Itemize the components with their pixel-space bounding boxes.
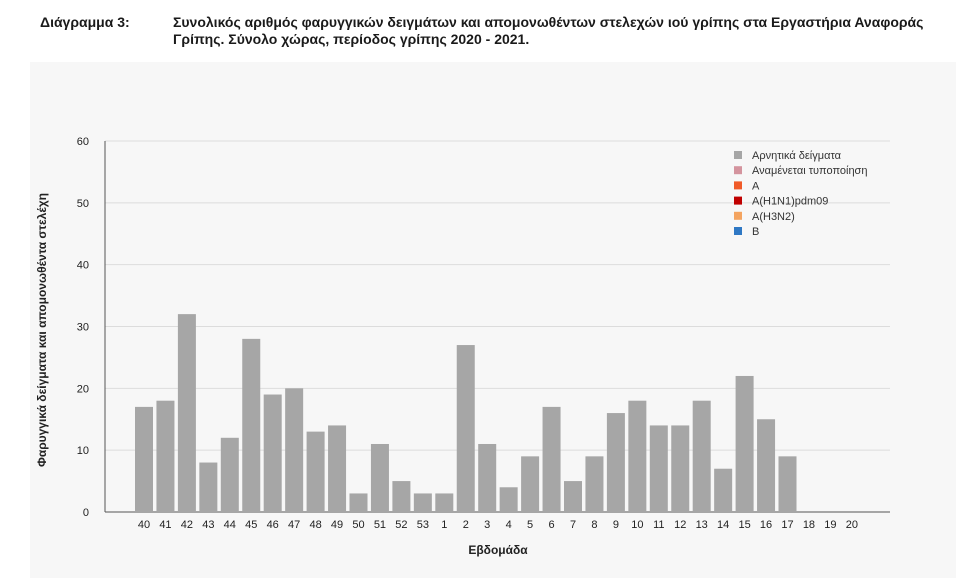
- y-tick-label: 60: [77, 136, 89, 148]
- bar: [606, 413, 625, 512]
- x-axis-ticks: 40 41 42 43 44 45 46 47 48 49 50 51 52 53 1 2 3 4 5 6 7 8 9 10 1…: [138, 519, 858, 531]
- x-tick-label: 8: [591, 519, 597, 531]
- bar: [628, 400, 647, 512]
- x-tick-label: 20: [846, 519, 858, 531]
- bar: [692, 400, 711, 512]
- x-tick-label: 6: [548, 519, 554, 531]
- bar: [542, 406, 561, 512]
- x-tick-label: 43: [202, 519, 214, 531]
- bar: [220, 437, 239, 512]
- bar: [478, 443, 497, 512]
- bar: [177, 314, 196, 512]
- x-tick-label: 17: [781, 519, 793, 531]
- caption-title: Συνολικός αριθμός φαρυγγικών δειγμάτων κ…: [173, 14, 924, 47]
- x-tick-label: 19: [824, 519, 836, 531]
- legend-swatch: [734, 196, 742, 205]
- x-tick-label: 49: [331, 519, 343, 531]
- x-tick-label: 53: [417, 519, 429, 531]
- bar: [585, 456, 604, 512]
- x-tick-label: 4: [506, 519, 512, 531]
- bar: [156, 400, 175, 512]
- x-tick-label: 16: [760, 519, 772, 531]
- legend-label: A(H1N1)pdm09: [752, 196, 828, 208]
- legend-swatch: [734, 151, 742, 159]
- x-tick-label: 10: [631, 519, 643, 531]
- bar: [285, 388, 304, 512]
- x-tick-label: 11: [653, 519, 664, 531]
- x-tick-label: 48: [309, 519, 321, 531]
- bar: [135, 406, 153, 512]
- x-tick-label: 14: [717, 519, 729, 531]
- x-tick-label: 47: [288, 519, 300, 531]
- x-tick-label: 3: [484, 519, 490, 531]
- bar: [714, 468, 733, 512]
- x-tick-label: 50: [352, 519, 364, 531]
- legend-label: B: [752, 226, 759, 238]
- legend-swatch: [734, 227, 742, 235]
- bar: [671, 425, 690, 512]
- bar: [757, 419, 776, 512]
- bar: [328, 425, 347, 512]
- x-tick-label: 2: [463, 519, 469, 531]
- y-tick-label: 0: [83, 507, 89, 519]
- bar: [435, 493, 454, 512]
- bar: [392, 481, 411, 512]
- x-axis-title: Εβδομάδα: [468, 543, 528, 557]
- x-tick-label: 15: [738, 519, 750, 531]
- bar: [306, 431, 325, 512]
- y-tick-label: 40: [77, 260, 89, 272]
- x-tick-label: 42: [181, 519, 193, 531]
- x-tick-label: 12: [674, 519, 686, 531]
- x-tick-label: 45: [245, 519, 257, 531]
- legend-label: Αρνητικά δείγματα: [752, 150, 842, 162]
- y-tick-label: 20: [77, 383, 89, 395]
- legend-swatch: [734, 181, 742, 190]
- bar: [349, 493, 368, 512]
- legend-label: A(H3N2): [752, 211, 795, 223]
- caption-label: Διάγραμμα 3:: [40, 14, 130, 30]
- x-tick-label: 46: [267, 519, 279, 531]
- bar: [778, 456, 797, 512]
- bar: [649, 425, 668, 512]
- x-tick-label: 51: [374, 519, 386, 531]
- x-tick-label: 1: [441, 519, 447, 531]
- legend-swatch: [734, 166, 742, 175]
- bars: [135, 314, 797, 512]
- x-tick-label: 41: [159, 519, 171, 531]
- legend-label: Αναμένεται τυποποίηση: [752, 165, 867, 177]
- x-tick-label: 7: [570, 519, 576, 531]
- y-tick-label: 50: [77, 198, 89, 210]
- bar: [499, 487, 518, 512]
- bar: [521, 456, 540, 512]
- y-axis-title: Φαρυγγικά δείγματα και απομονωθέντα στελ…: [35, 193, 49, 467]
- legend-label: A: [752, 180, 760, 192]
- x-tick-label: 13: [696, 519, 708, 531]
- x-tick-label: 40: [138, 519, 150, 531]
- y-tick-label: 30: [77, 322, 89, 334]
- bar: [456, 345, 475, 512]
- bar: [413, 493, 432, 512]
- bar: [242, 338, 261, 512]
- bar: [263, 394, 282, 512]
- x-tick-label: 52: [395, 519, 407, 531]
- x-tick-label: 44: [224, 519, 236, 531]
- bar: [199, 462, 218, 512]
- bar: [370, 443, 389, 512]
- legend-swatch: [734, 211, 742, 220]
- bar: [735, 375, 754, 512]
- y-axis-ticks: 0 10 20 30 40 50 60: [77, 136, 89, 519]
- x-tick-label: 5: [527, 519, 533, 531]
- y-tick-label: 10: [77, 445, 89, 457]
- x-tick-label: 18: [803, 519, 815, 531]
- bar: [564, 481, 582, 512]
- x-tick-label: 9: [613, 519, 619, 531]
